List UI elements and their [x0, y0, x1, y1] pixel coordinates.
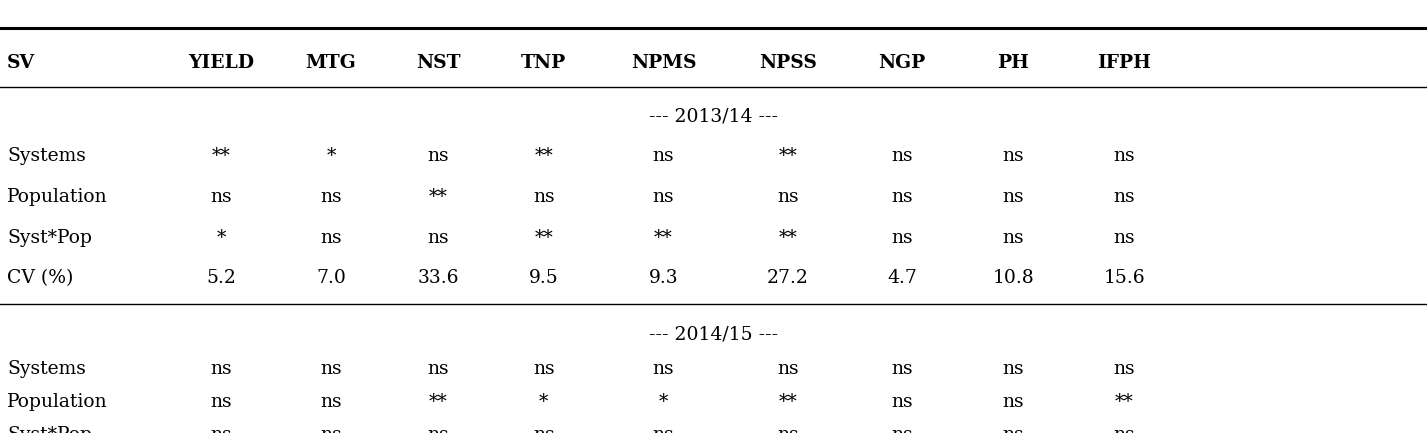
Text: ns: ns — [652, 360, 675, 378]
Text: ns: ns — [1002, 426, 1025, 433]
Text: *: * — [539, 393, 548, 411]
Text: ns: ns — [320, 393, 342, 411]
Text: TNP: TNP — [521, 54, 567, 72]
Text: ns: ns — [652, 147, 675, 165]
Text: IFPH: IFPH — [1097, 54, 1152, 72]
Text: SV: SV — [7, 54, 36, 72]
Text: ns: ns — [427, 360, 450, 378]
Text: *: * — [659, 393, 668, 411]
Text: 4.7: 4.7 — [888, 269, 916, 287]
Text: 5.2: 5.2 — [207, 269, 235, 287]
Text: **: ** — [534, 229, 554, 247]
Text: ns: ns — [776, 188, 799, 206]
Text: ns: ns — [652, 188, 675, 206]
Text: ns: ns — [320, 426, 342, 433]
Text: --- 2014/15 ---: --- 2014/15 --- — [649, 325, 778, 343]
Text: ns: ns — [890, 426, 913, 433]
Text: **: ** — [428, 393, 448, 411]
Text: ns: ns — [210, 393, 233, 411]
Text: PH: PH — [997, 54, 1029, 72]
Text: ns: ns — [1002, 360, 1025, 378]
Text: ns: ns — [210, 426, 233, 433]
Text: ns: ns — [890, 360, 913, 378]
Text: **: ** — [778, 393, 798, 411]
Text: ns: ns — [532, 360, 555, 378]
Text: ns: ns — [427, 147, 450, 165]
Text: **: ** — [654, 229, 674, 247]
Text: *: * — [217, 229, 225, 247]
Text: 7.0: 7.0 — [317, 269, 345, 287]
Text: ns: ns — [1113, 147, 1136, 165]
Text: 27.2: 27.2 — [766, 269, 809, 287]
Text: ns: ns — [1113, 360, 1136, 378]
Text: Systems: Systems — [7, 360, 86, 378]
Text: Systems: Systems — [7, 147, 86, 165]
Text: NPSS: NPSS — [759, 54, 816, 72]
Text: ns: ns — [210, 360, 233, 378]
Text: NGP: NGP — [878, 54, 926, 72]
Text: ns: ns — [427, 229, 450, 247]
Text: **: ** — [534, 147, 554, 165]
Text: **: ** — [778, 229, 798, 247]
Text: ns: ns — [1002, 229, 1025, 247]
Text: ns: ns — [776, 426, 799, 433]
Text: ns: ns — [427, 426, 450, 433]
Text: **: ** — [211, 147, 231, 165]
Text: ns: ns — [532, 426, 555, 433]
Text: *: * — [327, 147, 335, 165]
Text: NPMS: NPMS — [631, 54, 696, 72]
Text: YIELD: YIELD — [188, 54, 254, 72]
Text: ns: ns — [532, 188, 555, 206]
Text: 15.6: 15.6 — [1103, 269, 1146, 287]
Text: 33.6: 33.6 — [417, 269, 459, 287]
Text: --- 2013/14 ---: --- 2013/14 --- — [649, 108, 778, 126]
Text: ns: ns — [1113, 188, 1136, 206]
Text: CV (%): CV (%) — [7, 269, 74, 287]
Text: 9.5: 9.5 — [529, 269, 558, 287]
Text: ns: ns — [890, 147, 913, 165]
Text: ns: ns — [1113, 426, 1136, 433]
Text: ns: ns — [320, 360, 342, 378]
Text: 10.8: 10.8 — [992, 269, 1035, 287]
Text: **: ** — [778, 147, 798, 165]
Text: ns: ns — [1002, 188, 1025, 206]
Text: NST: NST — [415, 54, 461, 72]
Text: Population: Population — [7, 188, 108, 206]
Text: 9.3: 9.3 — [649, 269, 678, 287]
Text: **: ** — [428, 188, 448, 206]
Text: Syst*Pop: Syst*Pop — [7, 229, 93, 247]
Text: Syst*Pop: Syst*Pop — [7, 426, 93, 433]
Text: MTG: MTG — [305, 54, 357, 72]
Text: Population: Population — [7, 393, 108, 411]
Text: ns: ns — [320, 229, 342, 247]
Text: **: ** — [1114, 393, 1134, 411]
Text: ns: ns — [210, 188, 233, 206]
Text: ns: ns — [1002, 147, 1025, 165]
Text: ns: ns — [776, 360, 799, 378]
Text: ns: ns — [890, 188, 913, 206]
Text: ns: ns — [890, 393, 913, 411]
Text: ns: ns — [1002, 393, 1025, 411]
Text: ns: ns — [1113, 229, 1136, 247]
Text: ns: ns — [890, 229, 913, 247]
Text: ns: ns — [652, 426, 675, 433]
Text: ns: ns — [320, 188, 342, 206]
